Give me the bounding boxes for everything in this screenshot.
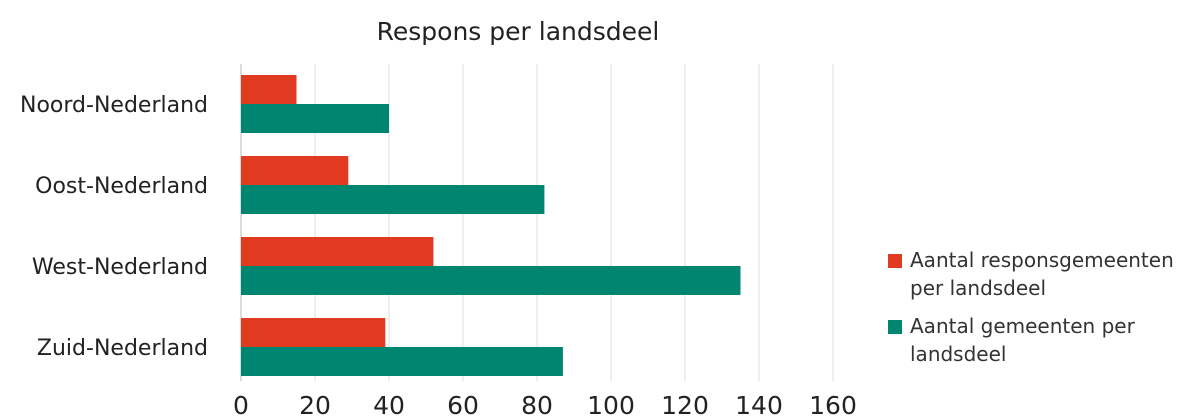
x-tick-label-80: 80 bbox=[521, 391, 553, 417]
y-label-west-nederland: West-Nederland bbox=[32, 255, 208, 280]
x-tick-label-20: 20 bbox=[299, 391, 331, 417]
x-tick-label-160: 160 bbox=[809, 391, 857, 417]
bar-oost-nederland-series-0 bbox=[241, 156, 349, 185]
bar-west-nederland-series-0 bbox=[241, 237, 434, 266]
bar-zuid-nederland-series-0 bbox=[241, 318, 386, 347]
x-tick-label-100: 100 bbox=[587, 391, 635, 417]
x-tick-label-40: 40 bbox=[373, 391, 405, 417]
legend-label-gemeenten: Aantal gemeenten per landsdeel bbox=[910, 314, 1135, 366]
x-tick-label-140: 140 bbox=[735, 391, 783, 417]
y-label-oost-nederland: Oost-Nederland bbox=[35, 174, 208, 199]
y-label-zuid-nederland: Zuid-Nederland bbox=[37, 336, 208, 361]
bar-zuid-nederland-series-1 bbox=[241, 347, 563, 376]
y-axis-labels: Noord-Nederland Oost-Nederland West-Nederl… bbox=[20, 93, 208, 361]
bar-west-nederland-series-1 bbox=[241, 266, 741, 295]
chart-title: Respons per landsdeel bbox=[377, 17, 660, 46]
x-tick-label-0: 0 bbox=[233, 391, 249, 417]
legend-swatch-responsgemeenten bbox=[888, 254, 902, 268]
bar-noord-nederland-series-0 bbox=[241, 75, 297, 104]
y-label-noord-nederland: Noord-Nederland bbox=[20, 93, 208, 118]
legend-item-responsgemeenten: Aantal responsgemeenten per landsdeel bbox=[888, 246, 1200, 302]
bars bbox=[241, 75, 741, 376]
legend-label-responsgemeenten: Aantal responsgemeenten per landsdeel bbox=[910, 248, 1174, 300]
bar-noord-nederland-series-1 bbox=[241, 104, 389, 133]
x-tick-label-120: 120 bbox=[661, 391, 709, 417]
x-tick-label-60: 60 bbox=[447, 391, 479, 417]
x-axis-ticks: 0 20 40 60 80 100 120 140 160 bbox=[233, 391, 857, 417]
legend: Aantal responsgemeenten per landsdeel Aa… bbox=[888, 246, 1200, 378]
legend-item-gemeenten: Aantal gemeenten per landsdeel bbox=[888, 312, 1200, 368]
bar-oost-nederland-series-1 bbox=[241, 185, 545, 214]
legend-swatch-gemeenten bbox=[888, 320, 902, 334]
